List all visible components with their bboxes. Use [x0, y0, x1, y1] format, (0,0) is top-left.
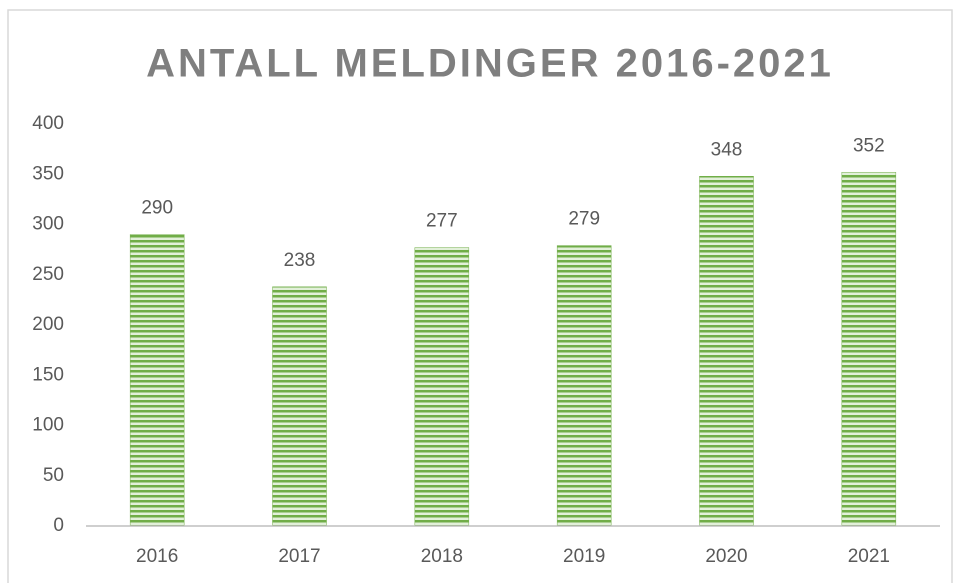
y-tick-label: 0 — [53, 515, 64, 536]
y-tick-label: 250 — [32, 264, 64, 285]
bar — [556, 245, 612, 527]
y-tick-label: 200 — [32, 314, 64, 335]
bar — [129, 234, 185, 527]
data-label: 277 — [426, 211, 458, 232]
bar — [699, 176, 754, 527]
data-label: 279 — [568, 209, 600, 230]
y-tick-label: 400 — [32, 113, 64, 134]
chart-title: ANTALL MELDINGER 2016-2021 — [146, 42, 834, 86]
y-tick-label: 300 — [32, 214, 64, 235]
bar — [272, 286, 327, 527]
y-tick-label: 350 — [32, 163, 64, 184]
x-tick-label: 2017 — [278, 546, 320, 567]
x-tick-label: 2019 — [563, 546, 605, 567]
x-tick-label: 2016 — [136, 546, 178, 567]
data-label: 352 — [853, 135, 885, 156]
data-label: 290 — [141, 198, 173, 219]
data-label: 238 — [284, 250, 316, 271]
bar — [841, 171, 897, 527]
x-tick-label: 2018 — [421, 546, 463, 567]
y-tick-label: 150 — [32, 364, 64, 385]
x-tick-label: 2021 — [848, 546, 890, 567]
x-tick-label: 2020 — [705, 546, 747, 567]
data-label: 348 — [711, 139, 743, 160]
y-tick-label: 50 — [43, 465, 64, 486]
y-tick-label: 100 — [32, 415, 64, 436]
bar — [414, 247, 470, 527]
